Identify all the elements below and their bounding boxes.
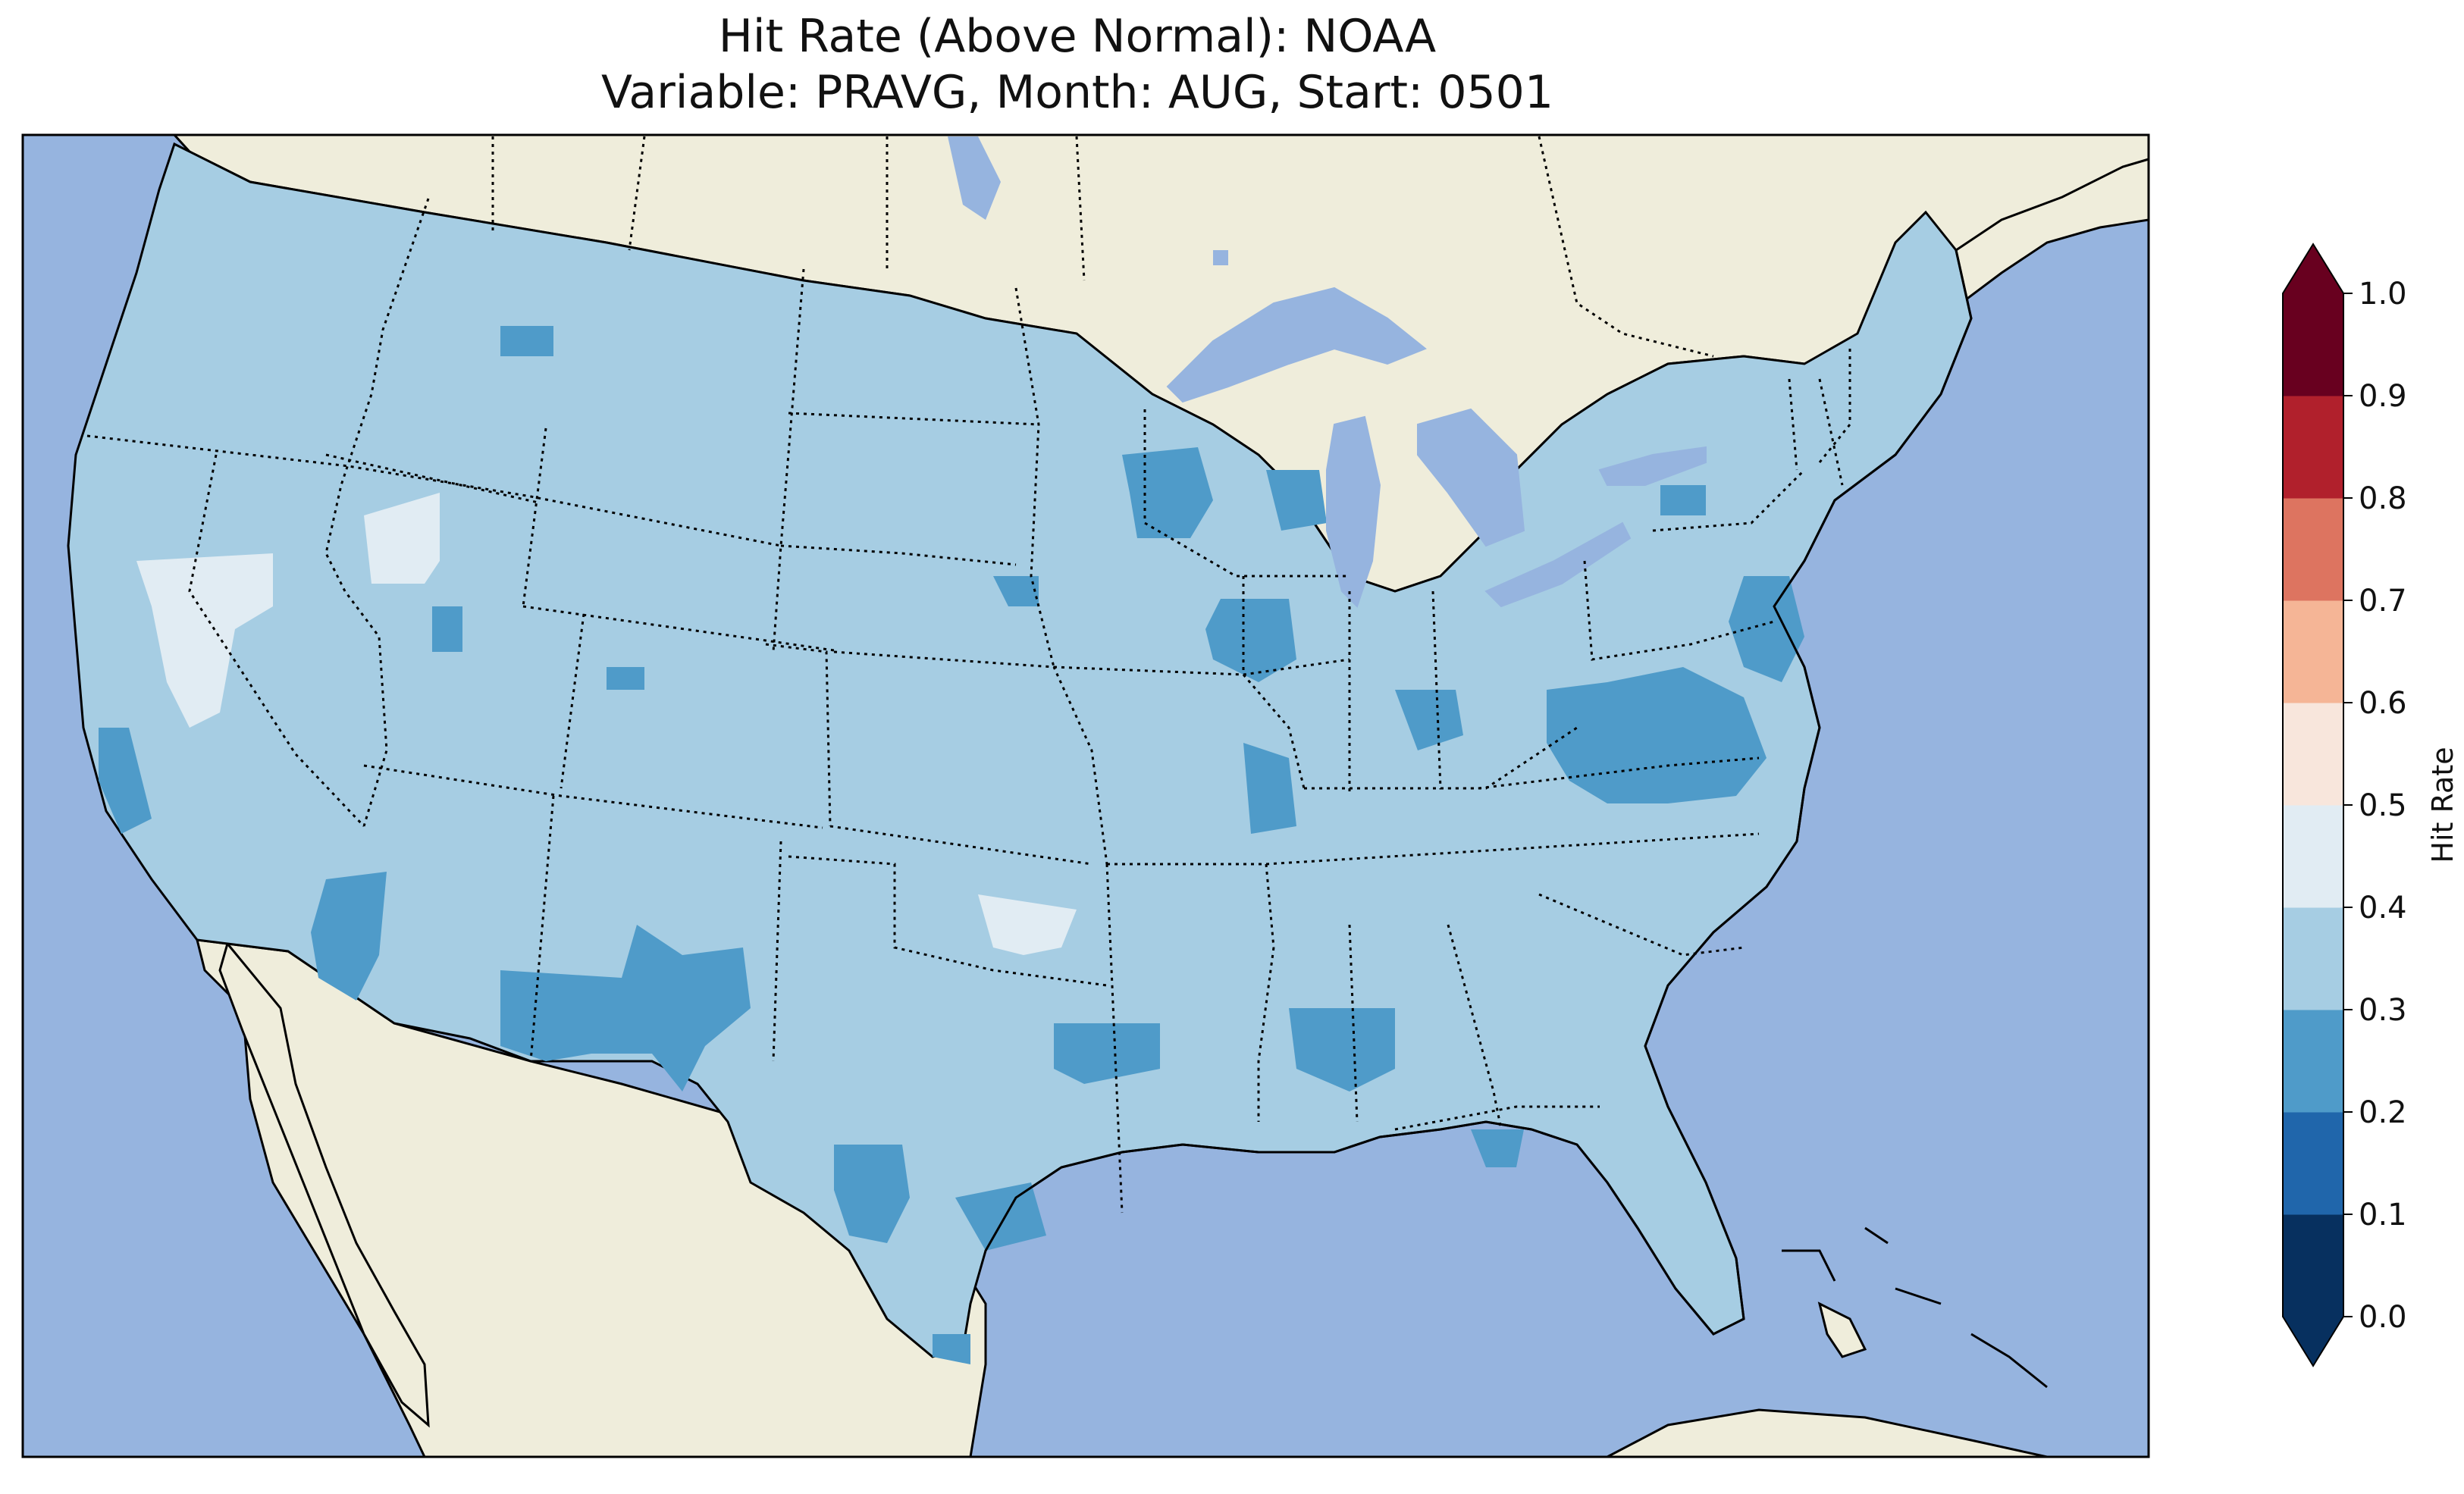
patch-colorado xyxy=(607,667,644,690)
patch-california-coast xyxy=(99,728,152,834)
colorbar-tick-label: 0.6 xyxy=(2359,686,2407,721)
canada-provinces xyxy=(491,136,1714,358)
patch-iowa-illinois xyxy=(1205,599,1296,682)
lake-huron xyxy=(1417,408,1525,547)
patch-indiana xyxy=(1395,690,1463,750)
map-title-line1: Hit Rate (Above Normal): NOAA xyxy=(718,10,1437,63)
us-coastline xyxy=(984,158,2149,1336)
patch-midatlantic xyxy=(1729,576,1804,682)
colorbar-segment xyxy=(2283,1214,2343,1317)
great-lakes xyxy=(1166,287,1707,608)
colorbar-max-extension xyxy=(2283,244,2343,293)
cuba-land xyxy=(1607,1408,2048,1457)
lake-winnipeg xyxy=(948,136,1001,220)
lake-michigan xyxy=(1326,415,1381,608)
bahamas-island xyxy=(1817,1301,1867,1358)
colorbar-tick-label: 0.3 xyxy=(2359,993,2407,1028)
baja-peninsula xyxy=(218,941,430,1428)
lake-erie xyxy=(1484,521,1632,608)
colorbar-tick-label: 0.0 xyxy=(2359,1300,2407,1335)
colorbar-min-extension xyxy=(2283,1317,2343,1366)
colorbar-label: Hit Rate xyxy=(2426,747,2459,863)
patch-west-texas xyxy=(834,1145,910,1243)
colorbar-tick-label: 1.0 xyxy=(2359,277,2407,312)
lake-nipigon xyxy=(1213,250,1228,265)
patch-nebraska-iowa xyxy=(993,576,1039,606)
colorbar-segment xyxy=(2283,293,2343,396)
patch-oklahoma xyxy=(978,894,1077,955)
state-boundaries xyxy=(86,198,1851,1214)
colorbar-segment xyxy=(2283,907,2343,1010)
patch-washington-interior xyxy=(500,326,553,356)
patch-missouri xyxy=(1243,743,1296,834)
high-hit-rate-patches xyxy=(136,493,1077,955)
colorbar-tick-label: 0.9 xyxy=(2359,379,2407,414)
patch-utah xyxy=(432,606,462,652)
lake-superior xyxy=(1166,287,1427,403)
colorbar-segment xyxy=(2283,1112,2343,1215)
patch-florida-panhandle xyxy=(1471,1129,1524,1167)
patch-kentucky-virginia xyxy=(1547,667,1766,803)
colorbar-tick-label: 0.5 xyxy=(2359,788,2407,823)
colorbar-outline xyxy=(2282,243,2344,1367)
patch-new-mexico xyxy=(500,925,751,1092)
colorbar-tick-label: 0.7 xyxy=(2359,584,2407,619)
patch-pennsylvania xyxy=(1660,485,1706,515)
patch-arizona xyxy=(311,872,387,1001)
patch-nevada xyxy=(136,553,273,728)
colorbar: 0.0 0.1 0.2 0.3 0.4 0.5 0.6 0.7 0.8 0.9 1.0 Hit Ra… xyxy=(2282,243,2459,1367)
colorbar-segment xyxy=(2283,805,2343,908)
colorbar-segment xyxy=(2283,703,2343,806)
map-frame xyxy=(21,133,2150,1458)
patch-mississippi-alabama xyxy=(1289,1008,1395,1092)
map-title-line2: Variable: PRAVG, Month: AUG, Start: 0501 xyxy=(600,66,1554,119)
colorbar-tick-label: 0.8 xyxy=(2359,481,2407,516)
lake-ontario xyxy=(1598,446,1707,486)
colorbar-tick-label: 0.1 xyxy=(2359,1198,2407,1232)
canada-lakes xyxy=(948,136,1228,265)
caribbean-islands xyxy=(1782,1226,2048,1389)
colorbar-segment xyxy=(2283,600,2343,703)
colorbar-segment xyxy=(2283,396,2343,499)
colorbar-segment xyxy=(2283,498,2343,601)
patch-oregon-idaho xyxy=(364,493,440,584)
patch-gulf-coast-texas xyxy=(955,1182,1046,1251)
patch-south-texas xyxy=(933,1334,970,1364)
patch-oklahoma-texas xyxy=(1054,1023,1160,1084)
patch-wisconsin-east xyxy=(1266,470,1327,531)
colorbar-tick-label: 0.2 xyxy=(2359,1095,2407,1130)
colorbar-tick-label: 0.4 xyxy=(2359,891,2407,926)
colorbar-segment xyxy=(2283,1010,2343,1113)
